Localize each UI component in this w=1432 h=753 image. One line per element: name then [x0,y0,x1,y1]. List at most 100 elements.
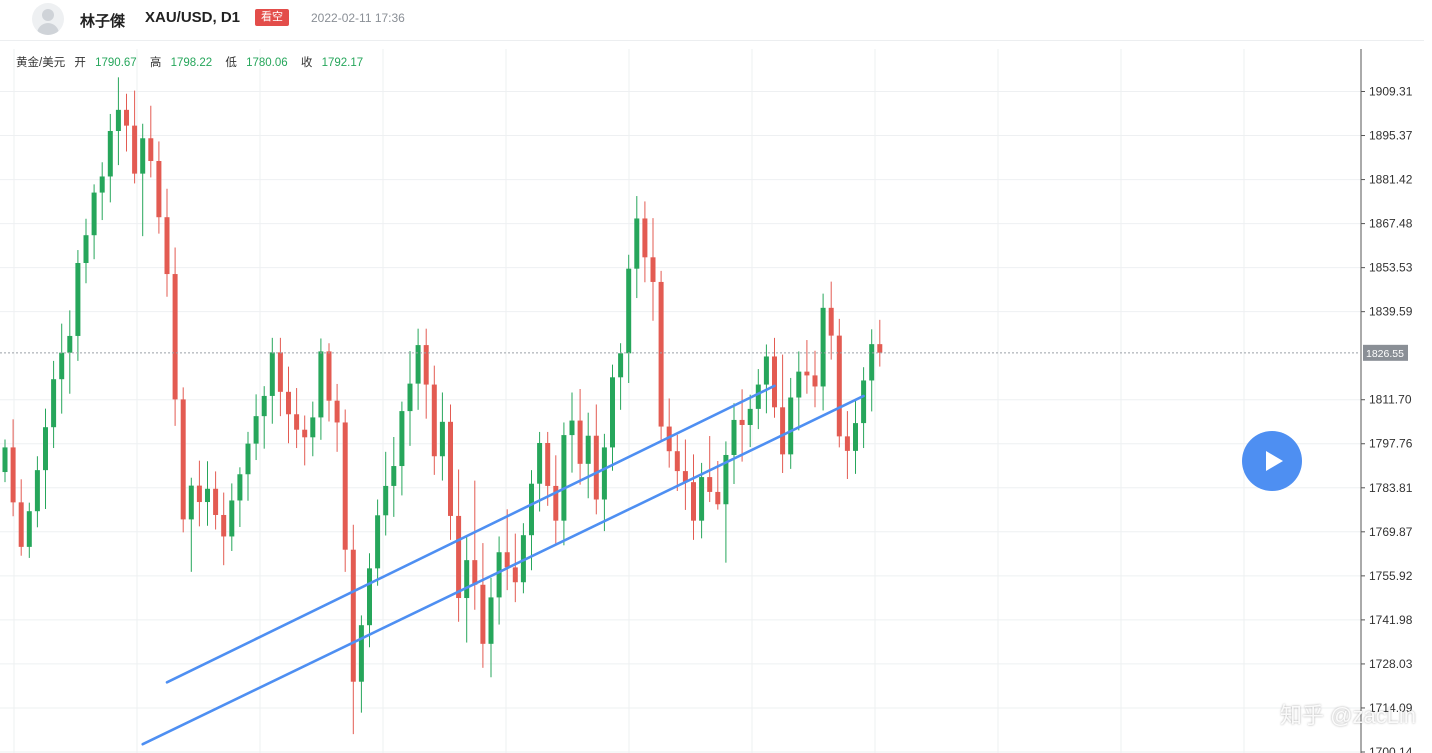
play-button[interactable] [1242,431,1302,491]
candle-body [261,395,267,417]
open-value: 1790.67 [95,57,137,69]
candle-body [715,491,721,505]
candle-body [302,429,308,438]
trendlines [141,384,865,746]
price-tick-label: 1755.92 [1369,569,1413,583]
high-value: 1798.22 [170,57,213,69]
candle-body [877,344,883,353]
price-tick-label: 1811.70 [1369,393,1412,407]
candle-body [383,485,389,516]
price-tick-label: 1700.14 [1369,745,1413,753]
candle-body [682,471,688,483]
candle-body [180,399,186,520]
price-tick-label: 1895.37 [1369,129,1413,143]
avatar[interactable] [32,3,64,35]
candle-body [132,125,138,174]
candle-body [739,419,745,425]
price-tick-label: 1839.59 [1369,305,1413,319]
candle-body [772,356,777,408]
candle-body [277,352,283,392]
price-tick-label: 1741.98 [1369,613,1413,627]
price-tick-label: 1714.09 [1369,701,1413,715]
candle-body [561,435,567,521]
candle-body [245,443,251,475]
candle-body [577,420,583,464]
low-label: 低 [225,57,237,69]
candle-body [618,353,624,378]
candle-body [51,379,57,428]
candle-body [674,451,680,472]
high-label: 高 [149,57,162,69]
close-value: 1792.17 [321,57,364,69]
candle-body [731,419,737,455]
post-header: 林子傑 XAU/USD, D1 看空 2022-02-11 17:36 [0,0,1424,41]
price-tick-label: 1783.81 [1369,481,1413,495]
candle-body [488,597,494,644]
candle-body [691,482,696,521]
candle-body [666,426,672,452]
candle-body [269,352,275,396]
candle-body [642,218,648,258]
post-date: 2022-02-11 17:36 [311,11,405,25]
candle-body [699,477,705,521]
candle-body [237,474,243,501]
candle-body [545,442,551,486]
candle-body [326,351,332,401]
candle-body [456,515,462,599]
candle-body [439,421,445,457]
current-price-tag [1363,344,1408,361]
candle-body [763,356,769,385]
candle-body [820,307,826,387]
candle-body [75,262,81,336]
candle-body [318,351,324,418]
candle-body [34,470,40,512]
candle-body [99,176,105,193]
bearish-badge: 看空 [255,9,289,26]
candle-body [43,427,48,471]
candle-body [196,485,202,503]
candle-body [342,422,348,550]
price-tick-label: 1797.76 [1369,437,1413,451]
candle-body [755,384,761,409]
price-tick-label: 1769.87 [1369,525,1413,539]
candle-body [59,352,65,380]
candle-body [358,625,364,682]
candle-body [205,488,210,503]
instrument-label: 黄金/美元 [16,57,66,69]
candle-body [156,161,162,218]
candle-body [107,131,113,177]
candle-body [520,535,526,583]
candle-body [164,217,170,275]
author-name[interactable]: 林子傑 [80,13,126,30]
candle-body [124,109,129,126]
watermark: 知乎 @zacLin [1280,703,1417,728]
candle-body [2,447,8,473]
candle-body [67,335,73,353]
chart-grid [0,49,1360,753]
candle-body [464,560,470,599]
current-price-label: 1826.55 [1366,348,1404,360]
candle-body [172,274,178,400]
avatar-body-shape [37,23,59,35]
price-axis: 1909.31 1895.37 1881.42 1867.48 1853.53 1839.… [0,49,1413,753]
price-tick-label: 1853.53 [1369,261,1413,275]
candle-body [537,442,543,484]
candle-body [310,417,316,438]
candle-body [707,477,713,492]
candle-body [658,281,664,427]
candle-body [601,447,607,500]
candle-body [610,377,615,448]
candle-body [650,257,656,282]
candle-body [504,552,510,568]
candle-body [423,345,429,385]
candle-body [350,549,356,682]
candle-body [780,407,786,455]
candle-body [83,235,89,263]
candle-body [529,483,534,536]
price-tick-label: 1867.48 [1369,217,1413,231]
candle-body [391,466,397,486]
candle-body [496,552,502,598]
price-chart[interactable]: 1909.31 1895.37 1881.42 1867.48 1853.53 1839.… [0,49,1424,753]
trendline [141,394,865,746]
candle-body [593,435,599,500]
